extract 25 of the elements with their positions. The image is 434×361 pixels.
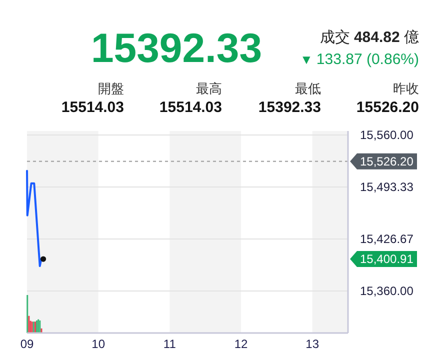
text: ▼ [300,52,316,67]
ref-line-label: 15,526.20 [360,154,414,168]
text: 484.82 [350,29,400,46]
text: 最低 [295,81,321,96]
text: 15,400.91 [360,252,414,266]
y-tick-label: 15,493.33 [360,180,414,194]
text: 15526.20 [356,99,419,116]
text: 15514.03 [159,99,222,116]
text: 最高 [196,81,222,96]
x-tick-label: 10 [92,337,106,351]
text: 成交 [320,29,350,46]
text: 15392.33 [258,99,321,116]
text: 15392.33 [90,25,262,71]
text: 15514.03 [61,99,124,116]
x-tick-label: 12 [234,337,248,351]
y-tick-label: 15,560.00 [360,128,414,142]
text: 133.87 (0.86%) [316,51,419,68]
y-tick-label: 15,426.67 [360,232,414,246]
x-tick-label: 09 [20,337,34,351]
text: 開盤 [98,81,124,96]
x-tick-label: 11 [163,337,176,351]
x-tick-label: 13 [306,337,320,351]
text: 昨收 [393,81,419,96]
y-tick-label: 15,360.00 [360,284,414,298]
text: 億 [400,29,419,46]
